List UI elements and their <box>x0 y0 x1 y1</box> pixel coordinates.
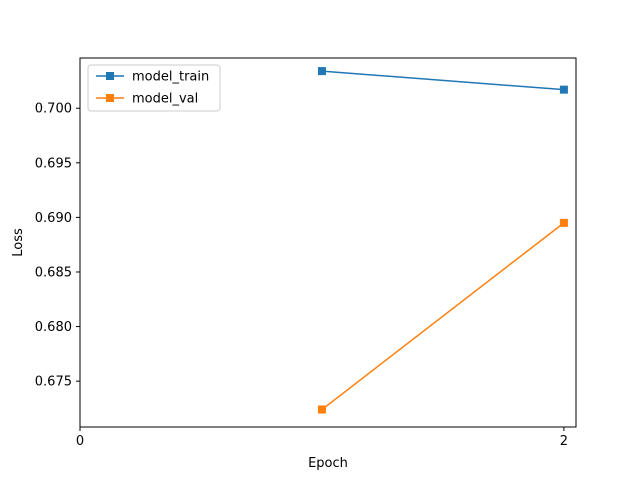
data-point-model_val <box>317 405 326 414</box>
legend: model_train model_val <box>87 64 221 112</box>
legend-label-model_val: model_val <box>132 92 198 107</box>
legend-label-model_train: model_train <box>132 70 209 85</box>
y-tick-label: 0.675 <box>35 375 72 390</box>
data-point-model_val <box>559 218 568 227</box>
legend-marker-model_val <box>106 94 114 102</box>
series-line-model_val <box>321 222 565 411</box>
data-point-model_train <box>559 85 568 94</box>
y-tick-label: 0.680 <box>35 320 72 335</box>
legend-marker-model_train <box>106 72 114 80</box>
plot-area <box>317 67 568 414</box>
data-point-model_train <box>317 67 326 76</box>
y-axis: 0.675 0.680 0.685 0.690 0.695 0.700 <box>35 102 80 390</box>
y-tick-label: 0.700 <box>35 102 72 117</box>
x-tick-label: 0 <box>76 434 84 449</box>
x-tick-label: 2 <box>560 434 568 449</box>
x-axis-label: Epoch <box>308 456 348 471</box>
plot-frame <box>79 57 577 428</box>
y-tick-label: 0.685 <box>35 265 72 280</box>
series-line-model_train <box>321 70 564 91</box>
y-axis-label: Loss <box>11 228 26 257</box>
y-tick-label: 0.695 <box>35 156 72 171</box>
y-tick-label: 0.690 <box>35 211 72 226</box>
